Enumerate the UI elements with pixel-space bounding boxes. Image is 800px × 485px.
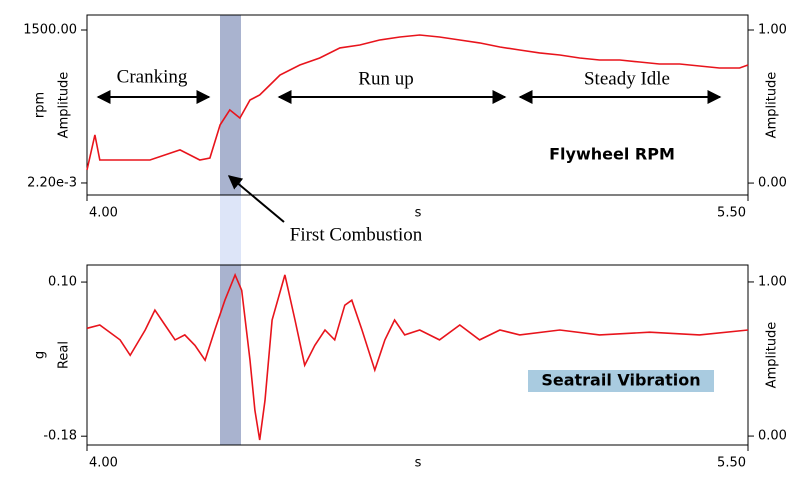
x-tick-label: 5.50 — [717, 206, 746, 221]
y-axis-label: Real — [57, 341, 72, 369]
annotation: Run up — [358, 68, 413, 89]
x-tick-label: 4.00 — [89, 206, 118, 221]
combustion-band — [220, 265, 241, 445]
y2-tick-label: 1.00 — [758, 274, 787, 289]
data-line — [86, 34, 749, 171]
x-axis-label: s — [415, 456, 422, 471]
title-background — [528, 370, 714, 392]
y2-axis-label: Amplitude — [765, 322, 780, 389]
y2-tick-label: 0.00 — [758, 176, 787, 191]
y2-axis-label: Amplitude — [765, 72, 780, 139]
chart-title: Seatrail Vibration — [541, 371, 700, 390]
annotation: Cranking — [117, 66, 188, 87]
y-tick-label: 2.20e-3 — [27, 175, 77, 190]
chart-title: Flywheel RPM — [549, 145, 675, 164]
y-tick-label: 0.10 — [48, 275, 77, 290]
plot-frame — [86, 264, 749, 446]
annotation: Steady Idle — [584, 68, 670, 89]
plot-frame — [86, 14, 749, 196]
y-axis-label: Amplitude — [57, 72, 72, 139]
y2-tick-label: 0.00 — [758, 429, 787, 444]
combustion-arrow — [227, 175, 285, 223]
y-axis-label: rpm — [33, 92, 48, 118]
y-axis-label: g — [33, 351, 48, 359]
x-tick-label: 4.00 — [89, 456, 118, 471]
y-tick-label: -0.18 — [43, 429, 77, 444]
x-tick-label: 5.50 — [717, 456, 746, 471]
combustion-band — [220, 15, 241, 195]
x-axis-label: s — [415, 206, 422, 221]
y2-tick-label: 1.00 — [758, 23, 787, 38]
data-line — [86, 272, 749, 441]
y-tick-label: 1500.00 — [23, 22, 77, 37]
annotation: First Combustion — [290, 224, 423, 245]
